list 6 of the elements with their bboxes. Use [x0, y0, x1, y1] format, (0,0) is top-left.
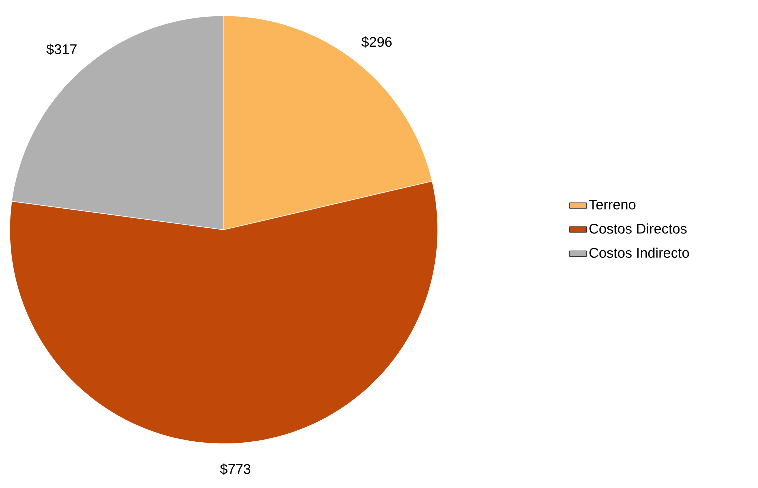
data-label: $317	[46, 44, 77, 56]
legend-label: Costos Indirecto	[590, 248, 690, 258]
legend-label: Costos Directos	[590, 224, 687, 234]
legend-label: Terreno	[589, 200, 636, 210]
data-label: $773	[220, 464, 251, 476]
data-label: $296	[362, 36, 392, 48]
